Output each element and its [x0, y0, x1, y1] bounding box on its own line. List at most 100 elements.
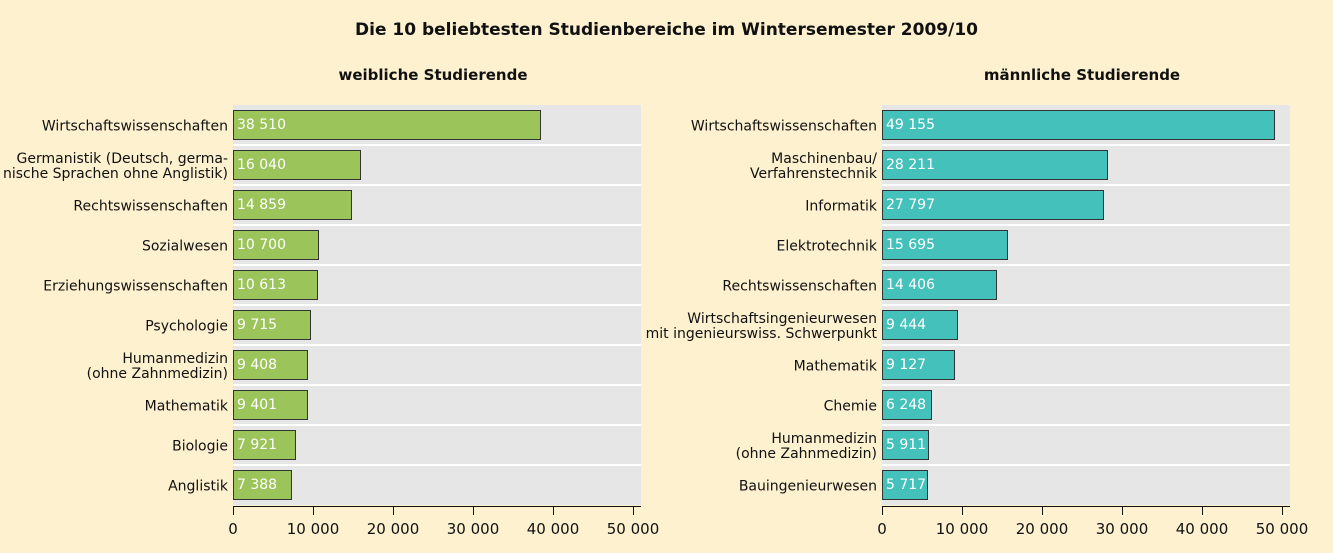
- category-label: Psychologie: [145, 318, 228, 335]
- category-label: Maschinenbau/ Verfahrenstechnik: [749, 151, 877, 182]
- x-tick-label: 40 000: [526, 520, 580, 538]
- category-label: Anglistik: [168, 478, 228, 495]
- value-label: 10 700: [237, 237, 286, 253]
- x-tick-mark: [1201, 506, 1203, 515]
- value-label: 28 211: [886, 157, 935, 173]
- value-label: 10 613: [237, 277, 286, 293]
- category-label: Humanmedizin (ohne Zahnmedizin): [735, 431, 877, 462]
- row-separator: [882, 144, 1290, 146]
- value-label: 9 444: [886, 317, 927, 333]
- bar: [882, 150, 1108, 180]
- value-label: 9 401: [237, 397, 278, 413]
- row-separator: [233, 184, 641, 186]
- x-tick-label: 40 000: [1175, 520, 1229, 538]
- value-label: 14 406: [886, 277, 935, 293]
- row-separator: [882, 224, 1290, 226]
- category-label: Wirtschaftsingenieurwesen mit ingenieurs…: [645, 311, 877, 342]
- x-tick-mark: [1281, 506, 1283, 515]
- x-tick-label: 20 000: [366, 520, 420, 538]
- row-separator: [233, 464, 641, 466]
- category-label: Wirtschaftswissenschaften: [41, 118, 228, 135]
- figure-title: Die 10 beliebtesten Studienbereiche im W…: [355, 20, 978, 40]
- category-label: Biologie: [172, 438, 228, 455]
- x-axis-line: [233, 506, 641, 507]
- x-axis-line: [882, 506, 1290, 507]
- bar: [882, 390, 932, 420]
- bar: [882, 230, 1008, 260]
- x-tick-label: 30 000: [446, 520, 500, 538]
- x-tick-label: 10 000: [286, 520, 340, 538]
- category-label: Informatik: [805, 198, 877, 215]
- value-label: 15 695: [886, 237, 935, 253]
- row-separator: [233, 384, 641, 386]
- value-label: 7 921: [237, 437, 278, 453]
- bar: [882, 350, 956, 380]
- bar: [233, 190, 352, 220]
- x-tick-mark: [881, 506, 883, 515]
- bar: [882, 310, 958, 340]
- value-label: 5 717: [886, 477, 927, 493]
- x-tick-mark: [392, 506, 394, 515]
- x-tick-label: 0: [228, 520, 238, 538]
- x-tick-mark: [312, 506, 314, 515]
- x-tick-mark: [552, 506, 554, 515]
- chart-subtitle: männliche Studierende: [983, 66, 1181, 84]
- x-tick-label: 30 000: [1095, 520, 1149, 538]
- row-separator: [233, 344, 641, 346]
- bar: [882, 430, 930, 460]
- category-label: Sozialwesen: [141, 238, 228, 255]
- category-label: Mathematik: [793, 358, 877, 375]
- category-label: Elektrotechnik: [776, 238, 877, 255]
- bar: [233, 270, 318, 300]
- bar: [882, 270, 998, 300]
- value-label: 6 248: [886, 397, 927, 413]
- bar: [233, 150, 362, 180]
- value-label: 27 797: [886, 197, 935, 213]
- value-label: 16 040: [237, 157, 286, 173]
- x-tick-mark: [1041, 506, 1043, 515]
- value-label: 5 911: [886, 437, 927, 453]
- x-tick-label: 10 000: [935, 520, 989, 538]
- value-label: 38 510: [237, 117, 286, 133]
- x-tick-label: 0: [877, 520, 887, 538]
- bar: [233, 230, 319, 260]
- row-separator: [233, 264, 641, 266]
- row-separator: [882, 184, 1290, 186]
- value-label: 9 715: [237, 317, 278, 333]
- bar: [233, 310, 311, 340]
- category-label: Germanistik (Deutsch, germa- nische Spra…: [2, 151, 228, 182]
- row-separator: [882, 264, 1290, 266]
- category-label: Humanmedizin (ohne Zahnmedizin): [86, 351, 228, 382]
- row-separator: [233, 304, 641, 306]
- category-label: Bauingenieurwesen: [738, 478, 877, 495]
- value-label: 9 408: [237, 357, 278, 373]
- x-tick-label: 20 000: [1015, 520, 1069, 538]
- value-label: 9 127: [886, 357, 927, 373]
- row-separator: [882, 384, 1290, 386]
- category-label: Rechtswissenschaften: [722, 278, 877, 295]
- bar: [233, 470, 293, 500]
- value-label: 49 155: [886, 117, 935, 133]
- x-tick-label: 50 000: [606, 520, 660, 538]
- category-label: Wirtschaftswissenschaften: [690, 118, 877, 135]
- bar: [882, 470, 928, 500]
- category-label: Mathematik: [144, 398, 228, 415]
- row-separator: [233, 224, 641, 226]
- row-separator: [882, 304, 1290, 306]
- x-tick-mark: [632, 506, 634, 515]
- bar: [233, 110, 542, 140]
- bar: [882, 110, 1276, 140]
- x-tick-label: 50 000: [1255, 520, 1309, 538]
- row-separator: [233, 144, 641, 146]
- chart-subtitle: weibliche Studierende: [338, 66, 528, 84]
- category-label: Erziehungswissenschaften: [43, 278, 228, 295]
- value-label: 14 859: [237, 197, 286, 213]
- bar: [233, 350, 309, 380]
- row-separator: [233, 424, 641, 426]
- row-separator: [882, 464, 1290, 466]
- x-tick-mark: [961, 506, 963, 515]
- row-separator: [882, 344, 1290, 346]
- bar: [233, 390, 309, 420]
- category-label: Chemie: [823, 398, 877, 415]
